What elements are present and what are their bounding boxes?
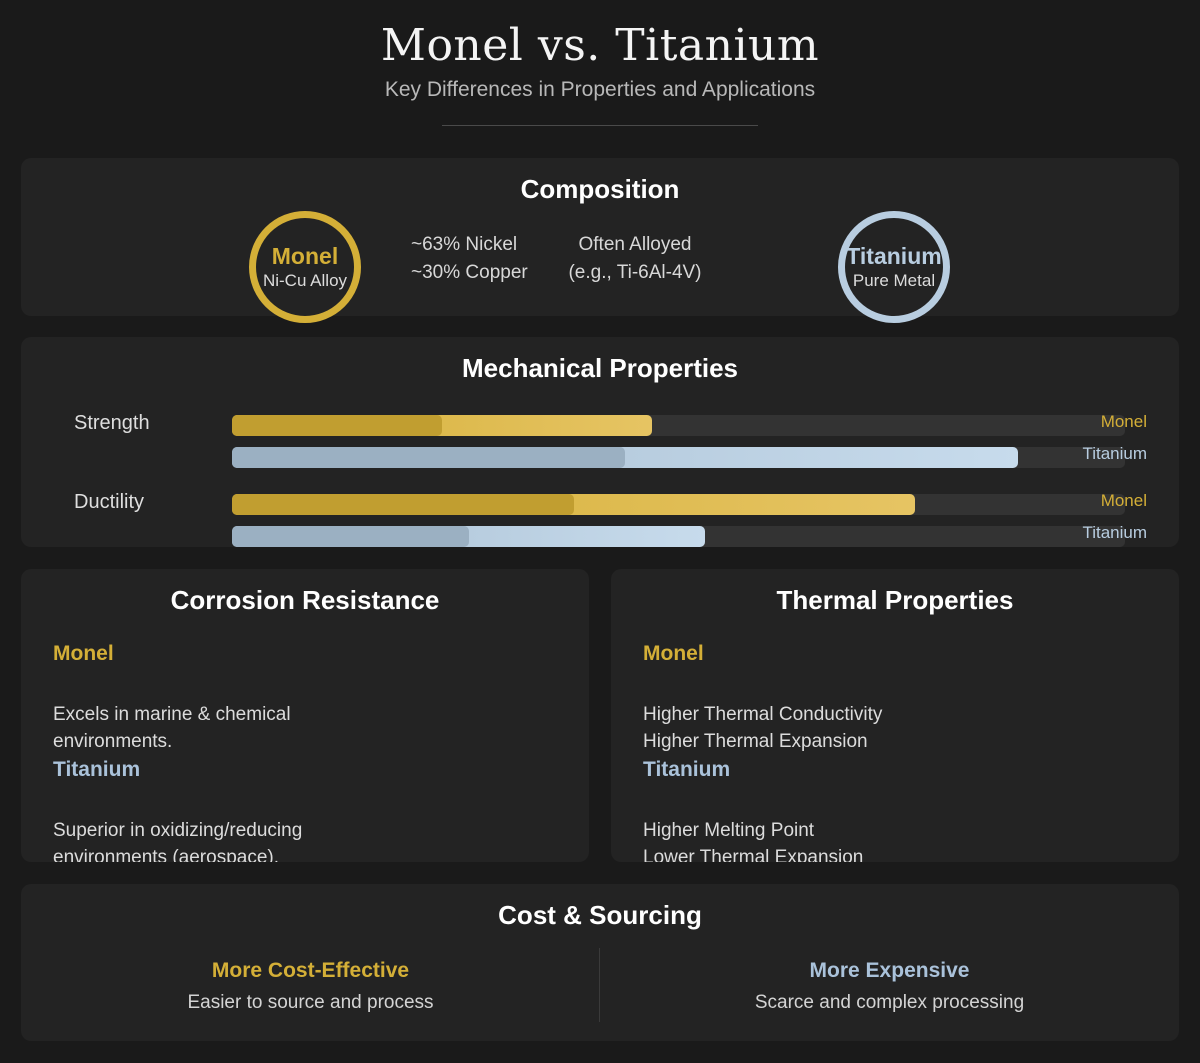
monel-copper: ~30% Copper [411, 262, 528, 283]
monel-badge: Monel Ni-Cu Alloy [249, 211, 361, 323]
monel-badge-name: Monel [271, 243, 339, 269]
ductility-titanium-bar [232, 526, 1125, 547]
corrosion-card: Corrosion Resistance Monel Excels in mar… [21, 569, 589, 862]
corrosion-title: Corrosion Resistance [170, 585, 440, 615]
strength-monel-bar [232, 415, 1125, 436]
thermal-monel-item: Higher Thermal Conductivity [643, 704, 883, 725]
cost-title: Cost & Sourcing [498, 900, 702, 930]
monel-composition: ~63% Nickel ~30% Copper [411, 231, 528, 287]
header-divider [442, 125, 758, 126]
ductility-label: Ductility [74, 491, 145, 513]
monel-badge-type: Ni-Cu Alloy [262, 271, 348, 290]
titanium-alloy-example: (e.g., Ti-6Al-4V) [568, 262, 702, 283]
thermal-title: Thermal Properties [776, 585, 1014, 615]
cost-monel-text: Easier to source and process [187, 992, 434, 1013]
cost-titanium-text: Scarce and complex processing [754, 992, 1025, 1013]
ductility-titanium-fill [232, 526, 706, 547]
cost-divider [599, 948, 600, 1022]
strength-titanium-fill [232, 447, 1018, 468]
composition-title: Composition [520, 174, 680, 204]
strength-label: Strength [74, 412, 150, 434]
strength-titanium-bar [232, 447, 1125, 468]
thermal-titanium-item: Higher Melting Point [643, 820, 815, 841]
mechanical-title: Mechanical Properties [462, 353, 738, 383]
strength-monel-tag: Monel [1100, 412, 1147, 431]
thermal-titanium-list: Higher Melting Point Lower Thermal Expan… [643, 817, 973, 862]
thermal-monel-list: Higher Thermal Conductivity Higher Therm… [643, 701, 973, 755]
thermal-monel-heading: Monel [643, 642, 704, 665]
corrosion-titanium-heading: Titanium [53, 758, 141, 781]
titanium-badge-name: Titanium [846, 243, 942, 269]
titanium-badge: Titanium Pure Metal [838, 211, 950, 323]
composition-card: Composition Monel Ni-Cu Alloy ~63% Nicke… [21, 158, 1179, 323]
thermal-monel-item: Higher Thermal Expansion [643, 731, 868, 752]
cost-monel-heading: More Cost-Effective [211, 959, 410, 982]
page-subtitle: Key Differences in Properties and Applic… [384, 78, 816, 101]
corrosion-monel-text: Excels in marine & chemical environments… [53, 704, 291, 752]
thermal-card: Thermal Properties Monel Higher Thermal … [611, 569, 1179, 862]
ductility-monel-bar [232, 494, 1125, 515]
corrosion-monel-heading: Monel [53, 642, 114, 665]
cost-monel: More Cost-Effective Easier to source and… [21, 956, 600, 1020]
titanium-badge-type: Pure Metal [852, 271, 936, 290]
corrosion-titanium-text: Superior in oxidizing/reducing environme… [53, 820, 303, 862]
strength-titanium-tag: Titanium [1082, 444, 1147, 463]
ductility-monel-tag: Monel [1100, 491, 1147, 510]
page-title: Monel vs. Titanium [380, 20, 820, 71]
strength-monel-fill [232, 415, 652, 436]
thermal-titanium-heading: Titanium [643, 758, 731, 781]
titanium-composition: Often Alloyed (e.g., Ti-6Al-4V) [565, 231, 705, 287]
cost-titanium: More Expensive Scarce and complex proces… [600, 956, 1179, 1020]
thermal-titanium-item: Lower Thermal Expansion [643, 847, 864, 862]
cost-titanium-heading: More Expensive [809, 959, 970, 982]
mechanical-card: Mechanical Properties Strength Monel Tit… [21, 337, 1179, 547]
cost-card: Cost & Sourcing More Cost-Effective Easi… [21, 884, 1179, 1041]
ductility-titanium-tag: Titanium [1082, 523, 1147, 542]
monel-nickel: ~63% Nickel [411, 234, 518, 255]
titanium-alloy-note: Often Alloyed [578, 234, 692, 255]
ductility-monel-fill [232, 494, 916, 515]
